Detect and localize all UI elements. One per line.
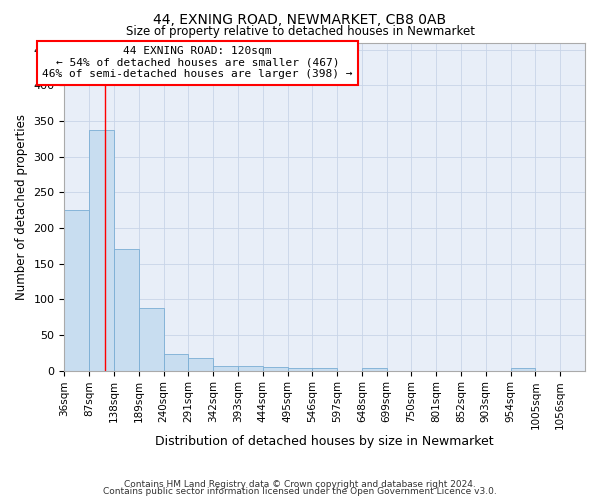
Text: Size of property relative to detached houses in Newmarket: Size of property relative to detached ho… bbox=[125, 25, 475, 38]
Bar bbox=[362, 368, 386, 370]
Bar bbox=[238, 366, 263, 370]
Bar bbox=[188, 358, 213, 370]
Text: Contains public sector information licensed under the Open Government Licence v3: Contains public sector information licen… bbox=[103, 488, 497, 496]
Bar bbox=[313, 368, 337, 370]
X-axis label: Distribution of detached houses by size in Newmarket: Distribution of detached houses by size … bbox=[155, 434, 494, 448]
Bar bbox=[139, 308, 164, 370]
Bar bbox=[287, 368, 313, 370]
Text: 44, EXNING ROAD, NEWMARKET, CB8 0AB: 44, EXNING ROAD, NEWMARKET, CB8 0AB bbox=[154, 12, 446, 26]
Bar bbox=[89, 130, 114, 370]
Text: Contains HM Land Registry data © Crown copyright and database right 2024.: Contains HM Land Registry data © Crown c… bbox=[124, 480, 476, 489]
Bar bbox=[213, 366, 238, 370]
Bar bbox=[164, 354, 188, 370]
Bar bbox=[263, 367, 287, 370]
Text: 44 EXNING ROAD: 120sqm
← 54% of detached houses are smaller (467)
46% of semi-de: 44 EXNING ROAD: 120sqm ← 54% of detached… bbox=[43, 46, 353, 80]
Y-axis label: Number of detached properties: Number of detached properties bbox=[15, 114, 28, 300]
Bar bbox=[64, 210, 89, 370]
Bar bbox=[114, 250, 139, 370]
Bar bbox=[511, 368, 535, 370]
